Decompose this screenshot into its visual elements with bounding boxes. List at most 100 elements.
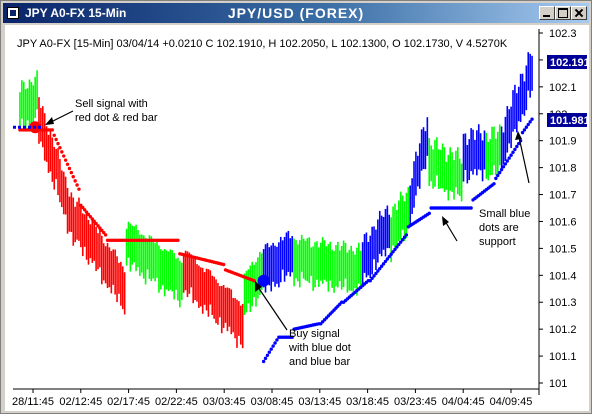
window-title: JPY A0-FX 15-Min bbox=[25, 6, 127, 20]
resistance-dot bbox=[100, 228, 104, 233]
resistance-dot bbox=[71, 175, 75, 179]
support-dot bbox=[267, 350, 272, 354]
support-dot bbox=[499, 167, 504, 172]
resistance-dot bbox=[102, 230, 106, 235]
maximize-icon[interactable] bbox=[555, 6, 571, 20]
resistance-dot bbox=[103, 233, 108, 237]
support-dot bbox=[387, 254, 391, 259]
support-arrow-left-line bbox=[444, 220, 458, 242]
resistance-dot bbox=[92, 219, 96, 223]
support-dot bbox=[505, 159, 509, 163]
y-tick-label: 101.7 bbox=[549, 190, 577, 202]
support-dot bbox=[290, 335, 294, 339]
support-dot bbox=[397, 242, 401, 247]
support-dot bbox=[400, 238, 405, 242]
resistance-dot bbox=[67, 166, 72, 171]
support-dot bbox=[501, 165, 506, 169]
support-dot bbox=[381, 262, 386, 266]
resistance-dot bbox=[90, 217, 94, 221]
support-dot bbox=[275, 338, 279, 342]
support-dot bbox=[379, 264, 384, 268]
chart-background bbox=[5, 25, 589, 411]
resistance-dot bbox=[82, 208, 87, 212]
support-arrow-left-head-icon bbox=[442, 216, 449, 226]
support-dot bbox=[522, 128, 527, 132]
support-dot bbox=[271, 344, 275, 348]
support-dot bbox=[378, 266, 382, 271]
resistance-dot bbox=[63, 158, 68, 162]
support-dot bbox=[469, 206, 473, 210]
support-dot bbox=[496, 173, 500, 178]
sar-price-tag-bg bbox=[547, 113, 587, 127]
support-dot bbox=[383, 259, 388, 264]
info-line: JPY A0-FX [15-Min] 03/04/14 +0.0210 C 10… bbox=[17, 38, 508, 50]
resistance-dot bbox=[73, 179, 77, 183]
support-dot bbox=[393, 247, 397, 252]
resistance-dot bbox=[86, 212, 91, 217]
x-tick-label: 28/11:45 bbox=[12, 396, 54, 408]
support-annotation: Small blue dots are support bbox=[442, 131, 530, 248]
resistance-dot bbox=[252, 278, 256, 283]
buy-arrow-line bbox=[257, 286, 288, 331]
close-price-tag: 102.191 bbox=[547, 55, 590, 69]
resistance-dot bbox=[75, 183, 79, 187]
support-annotation-line-2: dots are bbox=[479, 222, 519, 234]
support-dot bbox=[402, 235, 407, 240]
resistance-dot bbox=[52, 133, 56, 138]
y-tick-label: 101.5 bbox=[549, 243, 577, 255]
title-bar[interactable]: JPY A0-FX 15-Min JPY/USD (FOREX) bbox=[3, 3, 589, 23]
x-axis: 28/11:45 02/12:45 02/17:45 02/22:45 03/03:45… bbox=[12, 388, 539, 408]
support-dot bbox=[404, 233, 409, 237]
chart-title: JPY/USD (FOREX) bbox=[227, 5, 365, 21]
sar-price-tag-label: 101.981 bbox=[550, 115, 589, 127]
support-dot bbox=[395, 245, 399, 249]
support-arrow-right-head-icon bbox=[515, 131, 522, 140]
chart-area[interactable]: 101 101.1 101.2 101.3 101.4 101.5 101.6 101.7 10… bbox=[5, 25, 590, 411]
buy-annotation: Buy signal with blue dot and blue bar bbox=[255, 281, 351, 368]
support-dot bbox=[520, 130, 525, 135]
support-dot bbox=[497, 170, 502, 175]
y-tick-label: 101 bbox=[549, 378, 567, 390]
x-tick-label: 02/12:45 bbox=[59, 396, 102, 408]
support-dot bbox=[398, 240, 403, 244]
support-dot bbox=[263, 356, 268, 361]
sar-price-tag: 101.981 bbox=[547, 113, 590, 127]
support-dot bbox=[503, 162, 508, 166]
minimize-icon[interactable] bbox=[539, 6, 555, 20]
y-tick-label: 101.6 bbox=[549, 216, 577, 228]
support-dot bbox=[494, 176, 498, 181]
price-chart[interactable]: 101 101.1 101.2 101.3 101.4 101.5 101.6 101.7 10… bbox=[5, 25, 590, 411]
resistance-dot bbox=[77, 187, 81, 191]
sell-annotation: Sell signal with red dot & red bar bbox=[45, 98, 158, 125]
x-tick-label: 04/04:45 bbox=[442, 396, 485, 408]
resistance-dot bbox=[94, 221, 98, 226]
resistance-dot bbox=[79, 203, 83, 208]
y-tick-label: 101.3 bbox=[549, 297, 577, 309]
support-annotation-line-1: Small blue bbox=[479, 208, 530, 220]
support-dot bbox=[492, 182, 496, 186]
support-annotation-line-3: support bbox=[479, 236, 516, 248]
support-dot bbox=[273, 341, 277, 345]
support-dot bbox=[376, 269, 380, 273]
close-price-tag-bg bbox=[547, 55, 587, 69]
buy-annotation-line-2: with blue dot bbox=[288, 342, 351, 354]
x-tick-label: 03/08:45 bbox=[251, 396, 294, 408]
resistance-dot bbox=[60, 150, 64, 154]
resistance-dot bbox=[62, 154, 66, 158]
support-dot bbox=[269, 347, 273, 351]
close-icon[interactable] bbox=[571, 6, 587, 20]
resistance-dot bbox=[84, 210, 89, 214]
app-icon[interactable] bbox=[7, 7, 19, 19]
buy-arrow-head-icon bbox=[255, 281, 262, 292]
y-tick-label: 101.2 bbox=[549, 324, 577, 336]
support-dot bbox=[265, 353, 270, 358]
support-dot bbox=[509, 153, 513, 157]
support-dot bbox=[517, 141, 521, 146]
resistance-dot bbox=[69, 170, 74, 175]
support-dot bbox=[370, 276, 374, 280]
resistance-dot bbox=[98, 226, 102, 230]
support-dot bbox=[515, 144, 519, 149]
resistance-dot bbox=[176, 238, 180, 243]
resistance-dot bbox=[54, 137, 58, 142]
